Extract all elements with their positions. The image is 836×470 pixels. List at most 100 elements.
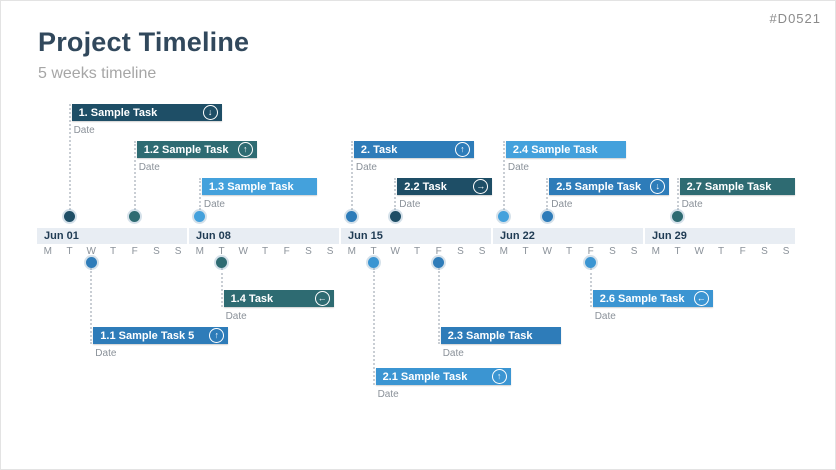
week-label: Jun 15 xyxy=(348,230,383,242)
milestone-connector xyxy=(198,178,201,210)
day-letter: W xyxy=(390,246,400,257)
task-date-label: Date xyxy=(95,348,117,359)
milestone-dot[interactable] xyxy=(498,210,510,222)
day-letter: S xyxy=(326,246,334,257)
task-label: 1.1 Sample Task 5 xyxy=(100,329,195,342)
milestone-dot[interactable] xyxy=(194,210,206,222)
day-letter: F xyxy=(587,246,594,257)
task-bar-1-1[interactable]: 1.1 Sample Task 5 ↑ xyxy=(93,327,229,344)
week-column: Jun 01 xyxy=(37,228,187,244)
week-label: Jun 01 xyxy=(44,230,79,242)
day-letter: F xyxy=(435,246,442,257)
task-bar-1-4[interactable]: 1.4 Task ← xyxy=(223,290,334,307)
week-column: Jun 22 xyxy=(493,228,643,244)
milestone-connector xyxy=(220,268,223,307)
week-column: Jun 08 xyxy=(189,228,339,244)
task-label: 1. Sample Task xyxy=(78,106,158,119)
circle-arrow-left-icon: ← xyxy=(693,291,709,306)
task-bar-1-2[interactable]: 1.2 Sample Task ↑ xyxy=(136,141,257,158)
circle-arrow-up-icon: ↑ xyxy=(491,369,507,384)
week-label: Jun 29 xyxy=(652,230,687,242)
milestone-dot[interactable] xyxy=(64,210,76,222)
day-letter: T xyxy=(370,246,377,257)
task-date-label: Date xyxy=(377,389,399,400)
task-label: 1.4 Task xyxy=(230,292,274,305)
day-letter: T xyxy=(218,246,225,257)
milestone-dot[interactable] xyxy=(368,256,380,268)
page-title: Project Timeline xyxy=(38,27,250,57)
task-label: 2.6 Sample Task xyxy=(599,292,685,305)
task-label: 1.3 Sample Task xyxy=(208,180,294,193)
week-column: Jun 29 xyxy=(645,228,795,244)
milestone-connector xyxy=(546,178,549,210)
task-bar-2-1[interactable]: 2.1 Sample Task ↑ xyxy=(375,368,511,385)
day-letter: T xyxy=(413,246,421,257)
milestone-dot[interactable] xyxy=(346,210,358,222)
task-label: 2. Task xyxy=(360,143,398,156)
task-date-label: Date xyxy=(507,162,529,173)
milestone-connector xyxy=(133,141,136,210)
milestone-dot[interactable] xyxy=(541,210,553,222)
day-letter: F xyxy=(739,246,746,257)
milestone-connector xyxy=(502,141,505,210)
task-date-label: Date xyxy=(594,311,616,322)
week-label: Jun 22 xyxy=(500,230,535,242)
milestone-dot[interactable] xyxy=(672,210,684,222)
day-letter: T xyxy=(109,246,117,257)
circle-arrow-up-icon: ↑ xyxy=(454,142,470,157)
day-letter: S xyxy=(305,246,312,257)
milestone-connector xyxy=(589,268,592,307)
milestone-connector xyxy=(350,141,353,210)
task-date-label: Date xyxy=(399,199,421,210)
task-bar-1-3[interactable]: 1.3 Sample Task xyxy=(201,178,317,195)
task-bar-2-5[interactable]: 2.5 Sample Task ↓ xyxy=(549,178,670,195)
task-label: 2.4 Sample Task xyxy=(512,143,598,156)
milestone-dot[interactable] xyxy=(85,256,97,268)
milestone-connector xyxy=(372,268,375,385)
day-letter: S xyxy=(630,246,638,257)
task-bar-1[interactable]: 1. Sample Task ↓ xyxy=(71,104,222,121)
week-column: Jun 15 xyxy=(341,228,491,244)
task-label: 1.2 Sample Task xyxy=(143,143,229,156)
task-bar-2-2[interactable]: 2.2 Task → xyxy=(397,178,493,195)
task-date-label: Date xyxy=(203,199,225,210)
task-date-label: Date xyxy=(138,162,160,173)
day-letter: M xyxy=(651,246,661,257)
task-bar-2-3[interactable]: 2.3 Sample Task xyxy=(440,327,561,344)
milestone-dot[interactable] xyxy=(433,256,445,268)
milestone-dot[interactable] xyxy=(389,210,401,222)
circle-arrow-left-icon: ← xyxy=(314,291,330,306)
circle-arrow-right-icon: → xyxy=(473,179,489,194)
milestone-connector xyxy=(437,268,440,344)
day-letter: S xyxy=(478,246,486,257)
task-date-label: Date xyxy=(73,125,95,136)
day-letter: S xyxy=(782,246,790,257)
task-label: 2.2 Task xyxy=(404,180,447,193)
milestone-connector xyxy=(394,178,397,210)
day-letter: F xyxy=(283,246,290,257)
task-label: 2.1 Sample Task xyxy=(382,370,468,383)
task-date-label: Date xyxy=(442,348,464,359)
day-letter: T xyxy=(261,246,269,257)
week-label: Jun 08 xyxy=(196,230,231,242)
day-letter: M xyxy=(499,246,509,257)
day-letter: W xyxy=(238,246,248,257)
task-date-label: Date xyxy=(355,162,377,173)
task-date-label: Date xyxy=(551,199,573,210)
task-label: 2.3 Sample Task xyxy=(447,329,533,342)
day-letter: T xyxy=(565,246,573,257)
day-letter: W xyxy=(86,246,96,257)
milestone-dot[interactable] xyxy=(129,210,141,222)
day-letter: S xyxy=(174,246,182,257)
milestone-connector xyxy=(68,104,71,210)
day-letter: M xyxy=(195,246,205,257)
milestone-dot[interactable] xyxy=(216,256,228,268)
day-letter: T xyxy=(674,246,681,257)
milestone-dot[interactable] xyxy=(585,256,597,268)
day-letter: M xyxy=(43,246,53,257)
task-bar-2-4[interactable]: 2.4 Sample Task xyxy=(505,141,626,158)
task-bar-2-6[interactable]: 2.6 Sample Task ← xyxy=(592,290,713,307)
task-bar-2-7[interactable]: 2.7 Sample Task xyxy=(679,178,795,195)
task-bar-2[interactable]: 2. Task ↑ xyxy=(353,141,474,158)
